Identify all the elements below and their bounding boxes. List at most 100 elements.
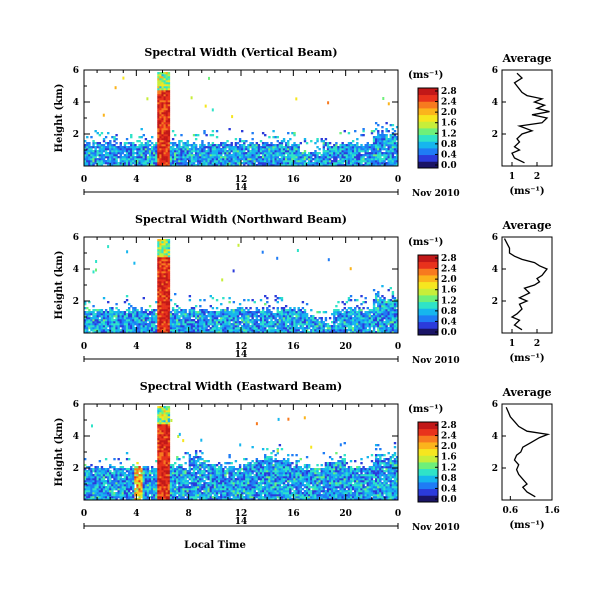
heatmap-cell <box>282 317 286 320</box>
heatmap-cell <box>354 313 357 316</box>
heatmap-cell <box>127 480 131 483</box>
heatmap-cell <box>201 148 204 151</box>
heatmap-cell <box>92 150 95 153</box>
heatmap-cell <box>88 484 91 487</box>
heatmap-cell <box>121 490 125 493</box>
heatmap-cell <box>161 434 164 437</box>
heatmap-cell <box>165 78 169 81</box>
heatmap-cell <box>138 476 141 479</box>
heatmap-cell <box>127 490 131 493</box>
heatmap-cell <box>276 152 279 155</box>
heatmap-cell <box>107 486 110 489</box>
heatmap-cell <box>169 311 173 314</box>
heatmap-cell <box>94 146 97 149</box>
heatmap-cell <box>92 315 95 318</box>
heatmap-cell <box>395 305 398 308</box>
heatmap-cell <box>138 474 141 477</box>
heatmap-cell <box>333 311 336 314</box>
heatmap-cell <box>326 146 330 149</box>
heatmap-cell <box>199 325 202 328</box>
heatmap-cell <box>140 148 143 151</box>
heatmap-cell <box>144 321 148 324</box>
heatmap-cell <box>167 323 171 326</box>
heatmap-cell <box>243 311 246 314</box>
heatmap-cell <box>88 315 91 318</box>
heatmap-cell <box>132 482 135 485</box>
heatmap-cell <box>144 327 148 330</box>
heatmap-cell <box>232 323 236 326</box>
heatmap-cell <box>86 158 89 161</box>
heatmap-cell <box>226 317 229 320</box>
heatmap-cell <box>385 148 388 151</box>
heatmap-cell <box>368 158 372 161</box>
heatmap-cell <box>228 315 231 318</box>
heatmap-cell <box>161 80 164 83</box>
heatmap-cell <box>215 299 219 302</box>
heatmap-cell <box>238 317 242 320</box>
heatmap-cell <box>144 311 148 314</box>
heatmap-cell <box>284 305 288 308</box>
heatmap-cell <box>255 150 259 153</box>
heatmap-cell <box>161 253 164 256</box>
heatmap-cell <box>121 321 125 324</box>
heatmap-cell <box>123 488 127 491</box>
heatmap-cell <box>284 160 288 163</box>
heatmap-cell <box>157 329 160 332</box>
heatmap-cell <box>117 327 120 330</box>
heatmap-cell <box>297 152 300 155</box>
heatmap-cell <box>366 146 369 149</box>
heatmap-cell <box>102 327 106 330</box>
heatmap-cell <box>123 480 127 483</box>
heatmap-cell <box>165 88 169 91</box>
heatmap-cell <box>171 317 175 320</box>
heatmap-cell <box>199 160 202 163</box>
heatmap-cell <box>176 329 179 332</box>
heatmap-cell <box>132 156 135 159</box>
heatmap-cell <box>159 412 162 415</box>
heatmap-cell <box>96 490 99 493</box>
heatmap-cell <box>368 146 372 149</box>
heatmap-cell <box>188 144 192 147</box>
heatmap-cell <box>140 327 143 330</box>
heatmap-cell <box>119 164 122 166</box>
heatmap-cell <box>159 438 162 441</box>
heatmap-cell <box>165 309 169 312</box>
heatmap-cell <box>174 293 177 296</box>
profile-line <box>503 238 549 331</box>
heatmap-cell <box>345 311 349 314</box>
heatmap-cell <box>144 319 148 322</box>
heatmap-cell <box>90 150 93 153</box>
heatmap-cell <box>293 162 296 165</box>
colorbar-tick-label: 2.8 <box>441 254 457 264</box>
heatmap-cell <box>251 313 254 316</box>
heatmap-cell <box>194 150 198 153</box>
heatmap-cell <box>238 303 242 306</box>
heatmap-cell <box>333 144 336 147</box>
heatmap-cell <box>310 162 313 165</box>
heatmap-cell <box>343 164 346 166</box>
heatmap-cell <box>102 138 106 141</box>
heatmap-cell <box>194 331 198 333</box>
heatmap-cell <box>215 164 219 166</box>
heatmap-cell <box>383 325 386 328</box>
heatmap-cell <box>326 160 330 163</box>
heatmap-cell <box>161 279 164 282</box>
heatmap-cell <box>356 162 359 165</box>
heatmap-cell <box>161 416 164 419</box>
heatmap-cell <box>138 144 141 147</box>
heatmap-cell <box>188 164 192 166</box>
heatmap-cell <box>148 496 152 499</box>
heatmap-cell <box>140 488 143 491</box>
heatmap-cell <box>109 313 112 316</box>
heatmap-cell <box>159 271 162 274</box>
panel-0: Spectral Width (Vertical Beam)0 4 8 12 16 20 0… <box>54 46 553 199</box>
heatmap-cell <box>163 313 166 316</box>
heatmap-cell <box>368 323 372 326</box>
heatmap-cell <box>301 162 305 165</box>
heatmap-cell <box>165 106 169 109</box>
heatmap-cell <box>161 90 164 93</box>
heatmap-cell <box>109 148 112 151</box>
heatmap-cell <box>178 148 181 151</box>
heatmap-cell <box>117 152 120 155</box>
heatmap-cell <box>324 162 328 165</box>
